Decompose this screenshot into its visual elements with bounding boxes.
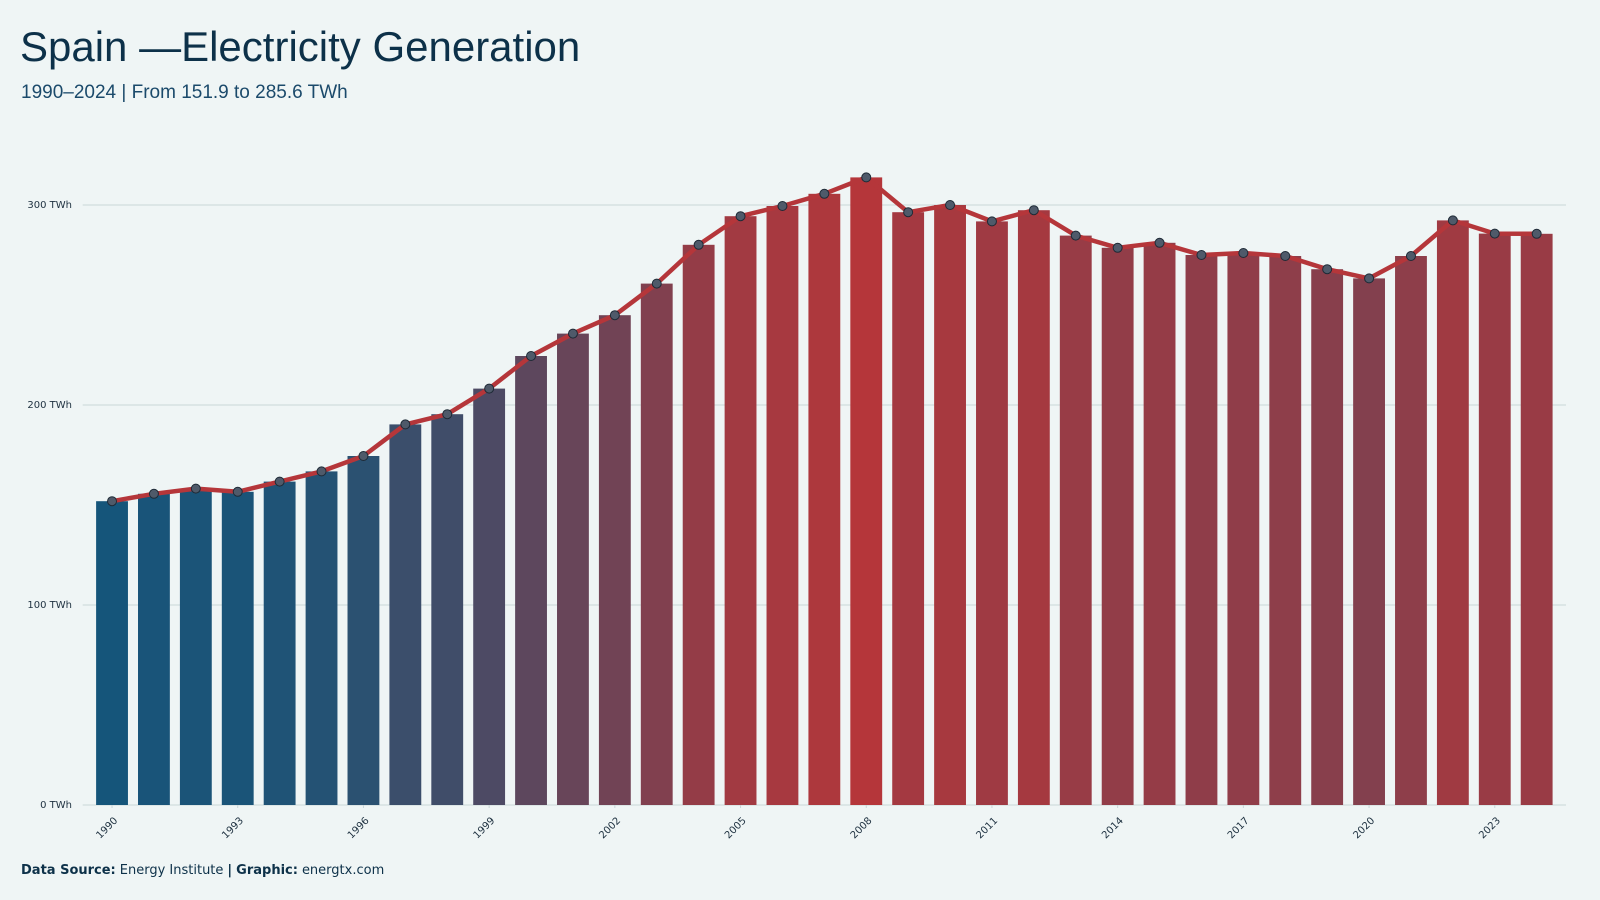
marker — [1322, 264, 1333, 275]
bar — [1185, 255, 1218, 805]
marker — [358, 451, 369, 461]
marker — [945, 200, 956, 210]
bar — [1269, 256, 1302, 805]
x-tick-label: 2017 — [1226, 815, 1252, 841]
marker — [1489, 228, 1500, 239]
marker — [526, 351, 537, 361]
marker — [1112, 242, 1123, 253]
x-tick-label: 2011 — [974, 815, 1000, 841]
marker — [148, 488, 159, 499]
footer-part: | — [227, 863, 232, 878]
bar — [1227, 253, 1260, 805]
marker — [316, 466, 327, 477]
marker — [609, 310, 620, 321]
footer-part: Data Source: — [21, 863, 116, 878]
marker — [1238, 248, 1249, 258]
marker — [651, 278, 662, 289]
x-tick-label: 2002 — [597, 815, 623, 841]
marker — [777, 201, 788, 211]
bar — [557, 333, 589, 805]
marker — [274, 476, 285, 487]
y-tick-label: 100 TWh — [27, 600, 72, 611]
marker — [1447, 215, 1458, 226]
marker — [986, 216, 997, 227]
marker — [1154, 237, 1165, 248]
marker — [735, 211, 746, 222]
bar — [179, 488, 212, 805]
marker — [1405, 251, 1416, 261]
chart-subtitle: 1990–2024 | From 151.9 to 285.6 TWh — [21, 82, 348, 103]
bar — [724, 216, 757, 805]
bar — [263, 481, 296, 805]
bar — [598, 315, 631, 805]
marker — [819, 188, 830, 199]
y-tick-label: 200 TWh — [27, 400, 72, 411]
bar — [766, 206, 799, 805]
footer-part: Graphic: — [236, 863, 298, 878]
marker — [1364, 273, 1375, 284]
marker — [232, 486, 243, 497]
bar — [1059, 235, 1092, 806]
y-tick-label: 300 TWh — [27, 200, 72, 211]
x-tick-label: 2014 — [1100, 815, 1126, 841]
footer-text: Data Source: Energy Institute | Graphic: ene… — [21, 863, 384, 878]
bar — [1311, 269, 1344, 805]
bar — [640, 283, 673, 806]
chart-title: Spain —Electricity Generation — [20, 23, 580, 70]
x-tick-label: 2020 — [1352, 815, 1378, 841]
y-tick-label: 0 TWh — [40, 800, 72, 811]
marker — [693, 239, 704, 250]
marker — [1531, 228, 1542, 239]
x-tick-label: 2005 — [723, 815, 749, 841]
bar — [389, 424, 422, 805]
footer-part: energtx.com — [302, 863, 384, 878]
marker — [107, 496, 118, 507]
x-tick-label: 1999 — [472, 815, 498, 841]
marker — [1280, 251, 1291, 261]
bar — [1395, 256, 1427, 805]
marker — [861, 172, 872, 183]
marker — [442, 409, 453, 420]
bar — [892, 212, 925, 805]
x-tick-label: 1993 — [220, 815, 246, 841]
x-tick-label: 1990 — [94, 815, 120, 841]
marker — [567, 328, 578, 339]
footer: Data Source: Energy Institute | Graphic: ene… — [21, 863, 384, 878]
marker — [1070, 230, 1081, 241]
marker — [190, 483, 201, 494]
bar — [515, 356, 547, 805]
bar — [1478, 233, 1511, 806]
bar — [1101, 247, 1134, 806]
bar — [1143, 242, 1176, 806]
footer-part: Energy Institute — [120, 863, 224, 878]
bar — [976, 221, 1008, 805]
marker — [1028, 205, 1039, 216]
bar — [1436, 220, 1469, 805]
bar — [138, 493, 170, 805]
bar — [1017, 210, 1050, 805]
bar — [808, 193, 841, 806]
bar — [473, 388, 506, 805]
bar — [1353, 278, 1385, 805]
bar — [682, 244, 715, 806]
bar — [1520, 233, 1553, 806]
marker — [400, 419, 411, 430]
marker — [903, 207, 914, 218]
marker — [484, 383, 495, 394]
bar — [934, 205, 966, 805]
bar — [850, 177, 883, 805]
x-tick-label: 2008 — [849, 815, 875, 841]
marker — [1196, 250, 1207, 260]
x-tick-label: 1996 — [346, 815, 372, 841]
x-tick-label: 2023 — [1477, 815, 1503, 841]
bar — [221, 491, 254, 805]
bar — [305, 471, 338, 805]
bar — [96, 501, 128, 805]
bar — [347, 456, 380, 805]
bar — [431, 414, 464, 805]
